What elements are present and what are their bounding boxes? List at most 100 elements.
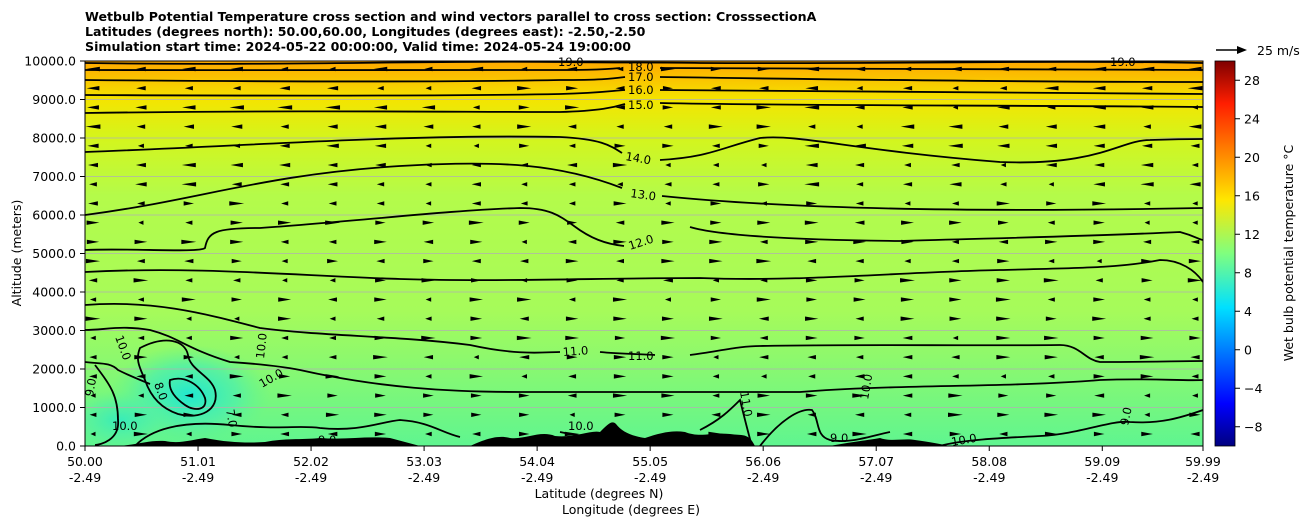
wind-vector [902,335,913,341]
wind-vector [1139,354,1155,360]
wind-vector [710,297,722,302]
contour-labels: 19.0 19.0 18.0 17.0 16.0 15.0 14.0 13.0 … [82,55,1135,449]
wind-vector [998,124,1009,129]
wind-vector [186,316,192,321]
contour-lines [85,61,1203,446]
x-axis-label-lat: Latitude (degrees N) [535,486,664,501]
wind-vector [471,258,481,264]
wind-vector [232,86,241,91]
contour-11 [85,302,1203,363]
wind-vector [377,86,384,91]
y-tick-label: 5000.0 [32,246,76,261]
wind-vector [519,412,530,417]
wind-vector [710,86,721,91]
wind-vector [614,143,626,149]
wind-vector [229,201,245,206]
wind-vector [612,162,628,168]
wind-vector [710,335,721,341]
wind-vector [86,86,100,91]
wind-vector [758,182,770,187]
wind-vector [616,278,624,283]
wind-vector [516,335,532,341]
y-tick-label: 6000.0 [32,208,76,223]
wind-vector [234,354,240,360]
wind-vector [808,374,816,379]
wind-vector [85,316,101,321]
wind-vector [1144,220,1150,225]
wind-vector [469,66,484,72]
wind-vector [185,220,193,225]
wind-vector [995,297,1011,302]
wind-vector [952,86,959,91]
wind-vector [612,393,628,398]
wind-vector [182,66,196,72]
wind-vector [135,162,146,168]
wind-vector [90,431,96,437]
wind-vector [89,182,97,187]
wind-vector [328,201,337,206]
wind-vector [710,105,721,110]
y-tick-label: 7000.0 [32,169,76,184]
colorbar-tick-label: 12 [1244,227,1260,242]
wind-vector [807,354,816,360]
wind-vector [660,335,676,341]
wind-vector [902,431,913,437]
wind-vector [181,297,196,302]
wind-vector [472,431,481,437]
wind-vector [662,239,674,245]
wind-vector [279,86,290,91]
wind-vector [853,239,866,245]
wind-vector [137,335,145,341]
wind-vector [904,201,911,206]
colorbar-tick-label: 4 [1244,304,1252,319]
wind-vector [902,182,913,187]
wind-vector [424,66,433,72]
wind-vector [137,297,144,302]
wind-vector [1189,182,1201,187]
wind-vector [1044,354,1058,360]
wind-vector [328,239,337,245]
wind-vector [855,258,864,264]
wind-vector [1191,316,1199,321]
wind-vector [90,393,96,398]
wind-key: 25 m/s [1216,43,1300,58]
wind-vector [902,354,913,360]
wind-vector [948,393,963,398]
wind-vector [665,162,671,168]
wind-vector [281,335,289,341]
wind-vector [518,220,530,225]
wind-vector [708,431,724,437]
wind-vector [565,258,579,264]
wind-vector [708,124,723,129]
x-tick-label-lon: -2.49 [408,470,440,485]
contour-label-9d: 9.0 [1117,406,1134,427]
wind-vector [280,412,289,417]
y-axis-label: Altitude (meters) [9,200,24,307]
wind-vector [661,393,675,398]
wind-vector [1044,86,1059,91]
wind-vector [138,220,144,225]
wind-vector [281,201,289,206]
wind-vector [425,374,432,379]
wind-vector [137,201,145,206]
wind-vector [664,182,672,187]
wind-vector [568,297,576,302]
wind-vector [1144,412,1150,417]
wind-vector [471,162,481,168]
wind-vector [997,66,1010,72]
wind-vector [904,162,911,168]
wind-vector [518,105,530,110]
y-tick-label: 8000.0 [32,131,76,146]
wind-vector [423,124,434,129]
y-tick-label: 10000.0 [24,54,76,69]
wind-vector [87,143,99,149]
x-tick-label-lat: 55.05 [632,454,668,469]
wind-vector [327,162,338,168]
wind-vector [425,431,432,437]
wind-vector [612,297,628,302]
wind-vector [1092,105,1106,110]
wind-vectors [85,66,1203,437]
wind-vector [425,182,432,187]
wind-vector [374,431,387,437]
wind-vector [469,374,484,379]
